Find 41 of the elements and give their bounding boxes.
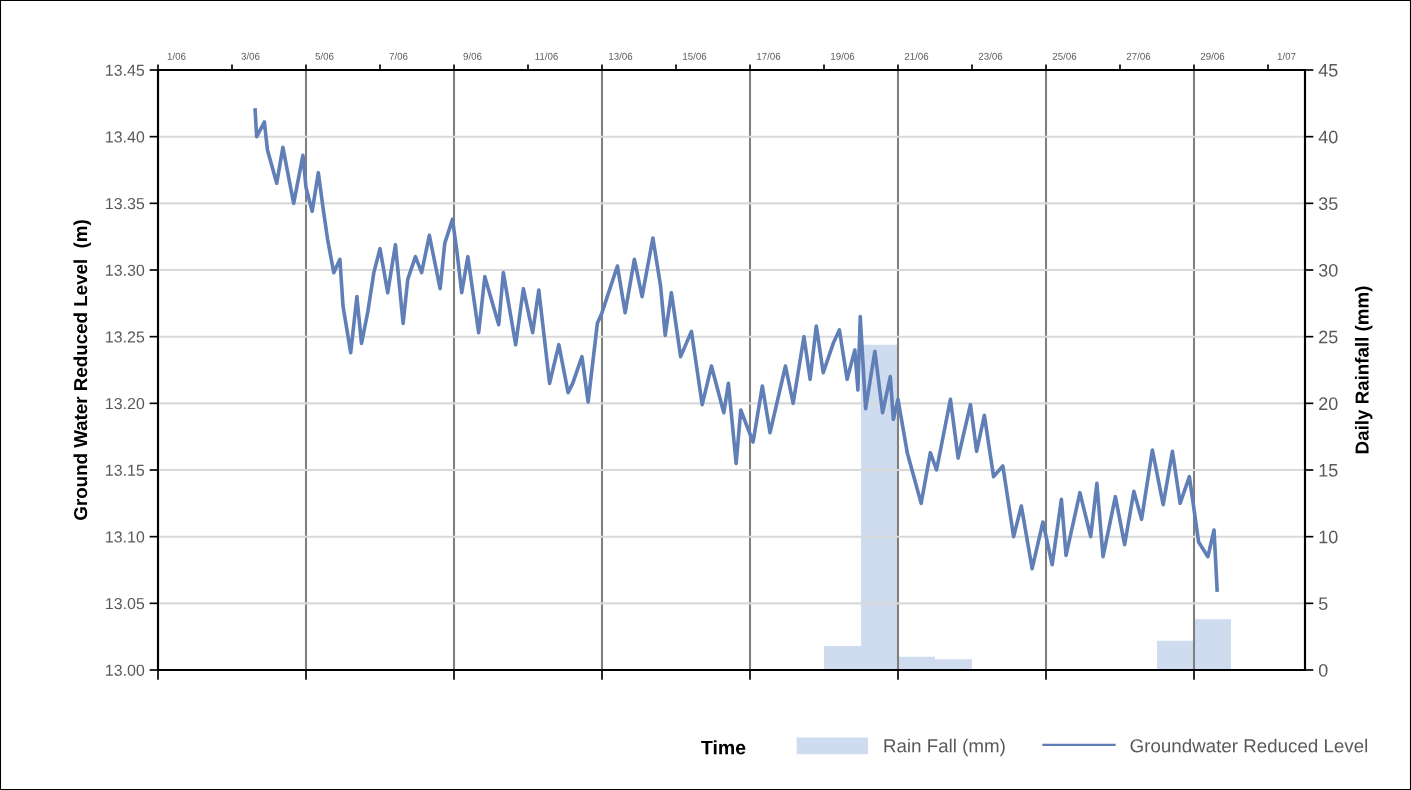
x-tick-label: 13/06 <box>609 52 633 60</box>
y2-tick-label: 35 <box>1318 197 1338 211</box>
x-tick-label: 7/06 <box>389 52 408 60</box>
y2-tick-label: 45 <box>1318 64 1338 77</box>
y2-tick-label: 20 <box>1319 397 1338 411</box>
y-tick-label: 13.35 <box>106 197 145 210</box>
x-tick-label: 19/06 <box>831 52 855 60</box>
y-tick-label: 13.25 <box>106 331 145 343</box>
x-tick-label: 25/06 <box>1052 52 1077 60</box>
y2-tick-label: 40 <box>1318 130 1338 144</box>
x-tick-label: 27/06 <box>1126 52 1151 60</box>
y2-tick-label: 15 <box>1319 464 1338 477</box>
y-tick-label: 13.45 <box>106 64 145 76</box>
x-tick-label: 15/06 <box>683 52 707 60</box>
y-tick-label: 13.15 <box>106 464 145 476</box>
y2-tick-label: 30 <box>1318 263 1338 277</box>
y2-axis-title: Daily Rainfall (mm) <box>1354 286 1373 454</box>
x-tick-label: 1/06 <box>167 52 186 60</box>
y-tick-label: 13.10 <box>106 531 145 543</box>
y-tick-label: 13.00 <box>106 664 145 676</box>
x-tick-label: 29/06 <box>1200 52 1225 60</box>
legend-label: Groundwater Reduced Level <box>1130 738 1368 753</box>
legend-label: Rain Fall (mm) <box>884 738 1005 757</box>
y-tick-label: 13.20 <box>106 397 145 410</box>
y2-tick-label: 10 <box>1319 530 1338 544</box>
y-axis-title: Ground Water Reduced Level (m) <box>73 220 91 520</box>
y-tick-label: 13.30 <box>106 264 145 276</box>
x-tick-label: 21/06 <box>904 52 929 60</box>
x-tick-label: 3/06 <box>241 52 260 60</box>
x-axis-title: Time <box>701 740 746 755</box>
y-tick-label: 13.05 <box>106 597 145 610</box>
y2-tick-label: 25 <box>1319 330 1338 344</box>
y2-tick-label: 0 <box>1318 663 1328 677</box>
x-tick-label: 23/06 <box>978 52 1003 60</box>
y2-tick-label: 5 <box>1318 597 1328 611</box>
y-tick-label: 13.40 <box>106 131 145 143</box>
x-tick-label: 17/06 <box>757 52 781 60</box>
x-tick-label: 9/06 <box>463 52 482 60</box>
x-tick-label: 1/07 <box>1277 52 1296 60</box>
x-tick-label: 5/06 <box>315 52 334 60</box>
x-tick-label: 11/06 <box>535 52 558 60</box>
